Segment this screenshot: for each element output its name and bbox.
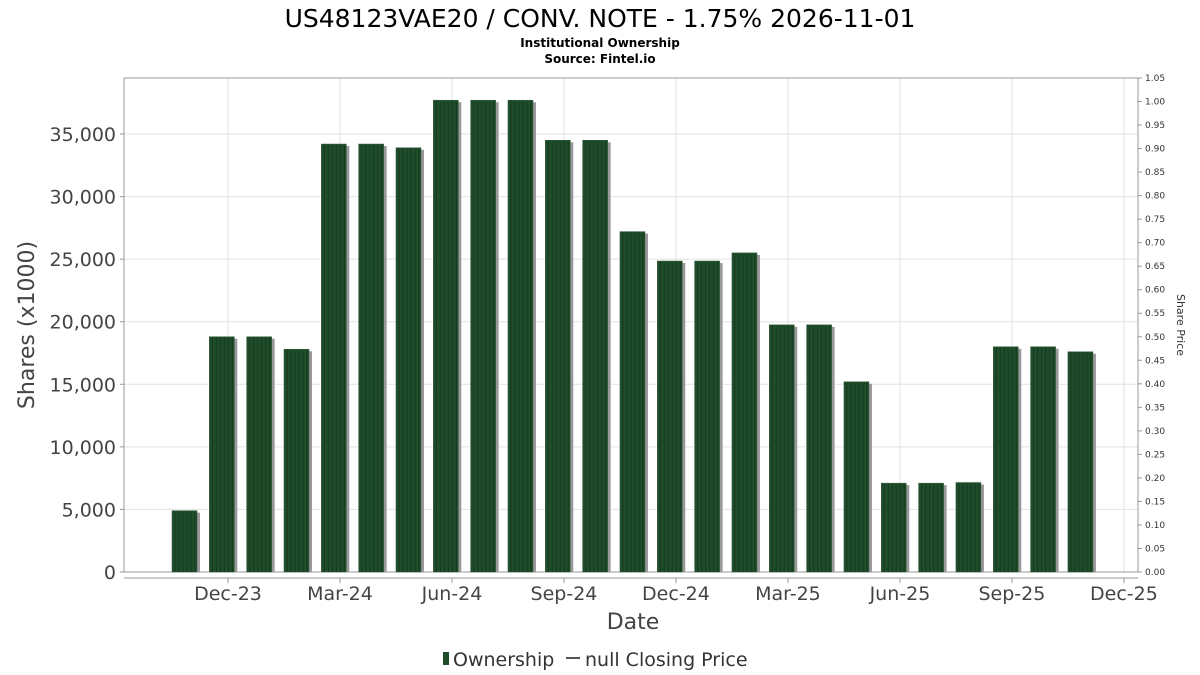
bar: [321, 143, 347, 573]
y2-tick-label: 1.05: [1145, 74, 1165, 84]
x-tick-label: Jun-24: [421, 583, 483, 605]
bar: [545, 140, 571, 573]
x-tick-label: Sep-24: [531, 583, 598, 605]
legend-price: null Closing Price: [585, 649, 748, 671]
y2-tick-label: 0.80: [1145, 192, 1165, 202]
bar: [283, 348, 310, 573]
bar: [918, 482, 944, 573]
y-tick-label: 20,000: [50, 312, 116, 334]
y2-tick-label: 0.35: [1145, 403, 1165, 413]
y2-axis-ticks: 0.00 0.05 0.10 0.15 0.20 0.25 0.30 0.35 0.40 0.45…: [1138, 74, 1165, 578]
bar: [619, 231, 646, 573]
x-tick-label: Mar-25: [755, 583, 821, 605]
x-tick-label: Mar-24: [307, 583, 373, 605]
bars: [171, 99, 1096, 573]
bar: [993, 346, 1019, 573]
y2-tick-label: 0.55: [1145, 309, 1165, 319]
bar: [1030, 346, 1056, 573]
bar: [1067, 351, 1094, 573]
bar: [209, 336, 235, 573]
legend: Ownership null Closing Price: [443, 649, 748, 671]
y2-axis-label: Share Price: [1174, 294, 1187, 356]
bar: [806, 324, 832, 573]
y-tick-label: 10,000: [50, 437, 116, 459]
bar: [694, 260, 720, 573]
bar: [246, 336, 272, 573]
legend-ownership-swatch: [443, 652, 449, 665]
y2-tick-label: 0.90: [1145, 145, 1165, 155]
bar: [171, 510, 198, 573]
y2-tick-label: 0.00: [1145, 568, 1165, 578]
bar: [395, 147, 422, 573]
y2-tick-label: 0.15: [1145, 497, 1165, 507]
bar: [881, 482, 907, 573]
y2-tick-label: 0.85: [1145, 168, 1165, 178]
y2-tick-label: 0.50: [1145, 333, 1165, 343]
y2-tick-label: 0.60: [1145, 286, 1165, 296]
bar: [843, 381, 870, 573]
y-tick-label: 0: [104, 562, 116, 584]
bar: [769, 324, 795, 573]
bar: [955, 482, 982, 573]
y-tick-label: 5,000: [62, 499, 116, 521]
chart-source: Source: Fintel.io: [544, 52, 655, 66]
chart-title: US48123VAE20 / CONV. NOTE - 1.75% 2026-1…: [285, 4, 916, 33]
y2-tick-label: 0.20: [1145, 474, 1165, 484]
bar: [358, 143, 384, 573]
bar: [433, 99, 459, 573]
y2-tick-label: 0.40: [1145, 380, 1165, 390]
y-tick-label: 35,000: [50, 124, 116, 146]
chart-subtitle: Institutional Ownership: [520, 36, 680, 50]
y-tick-label: 30,000: [50, 187, 116, 209]
y2-tick-label: 0.25: [1145, 450, 1165, 460]
bar: [582, 140, 608, 573]
y2-tick-label: 0.65: [1145, 262, 1165, 272]
x-tick-label: Jun-25: [869, 583, 931, 605]
x-tick-label: Dec-23: [194, 583, 262, 605]
y-axis-label: Shares (x1000): [15, 241, 40, 409]
y2-tick-label: 0.45: [1145, 356, 1165, 366]
y2-tick-label: 0.70: [1145, 239, 1165, 249]
y2-tick-label: 0.05: [1145, 544, 1165, 554]
x-tick-label: Sep-25: [979, 583, 1046, 605]
y-axis-ticks: 0 5,000 10,000 15,000 20,000 25,000 30,000 35,0…: [50, 124, 124, 584]
y2-tick-label: 0.95: [1145, 121, 1165, 131]
x-axis-ticks: Dec-23 Mar-24 Jun-24 Sep-24 Dec-24 Mar-25 Jun-…: [194, 578, 1158, 605]
y2-tick-label: 0.10: [1145, 521, 1165, 531]
bar: [470, 99, 496, 573]
y2-tick-label: 0.30: [1145, 427, 1165, 437]
y-tick-label: 25,000: [50, 249, 116, 271]
bar: [507, 99, 534, 573]
x-tick-label: Dec-24: [642, 583, 710, 605]
legend-ownership: Ownership: [453, 649, 554, 671]
bar: [731, 252, 758, 573]
y-tick-label: 15,000: [50, 374, 116, 396]
x-axis-label: Date: [607, 610, 660, 635]
y2-tick-label: 0.75: [1145, 215, 1165, 225]
y2-tick-label: 1.00: [1145, 98, 1165, 108]
bar: [657, 260, 683, 573]
x-tick-label: Dec-25: [1090, 583, 1158, 605]
